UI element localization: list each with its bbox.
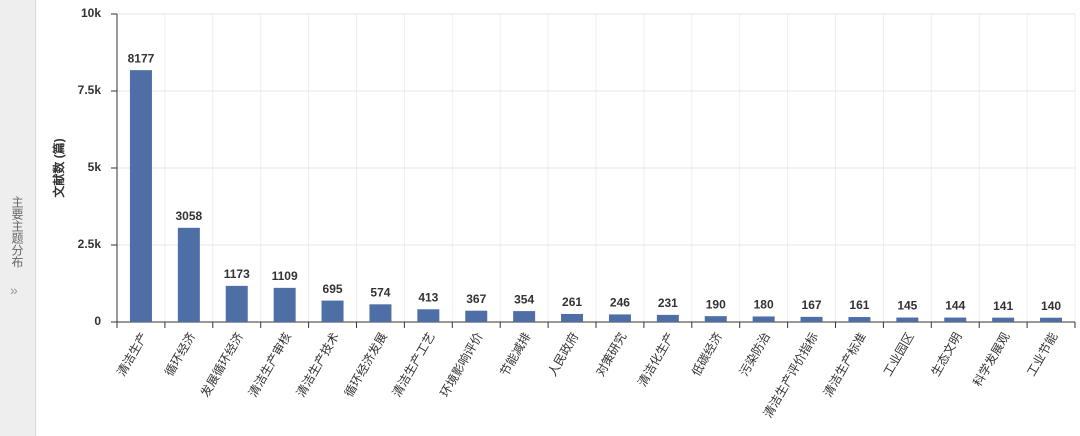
value-label: 145 bbox=[897, 299, 917, 313]
value-label: 190 bbox=[706, 297, 726, 311]
x-tick-label: 清洁生产工艺 bbox=[390, 330, 438, 399]
x-tick-label: 循环经济发展 bbox=[341, 330, 390, 400]
bar bbox=[369, 304, 392, 322]
value-label: 144 bbox=[945, 299, 965, 313]
x-tick-label: 清洁生产技术 bbox=[294, 330, 342, 399]
y-tick-label: 7.5k bbox=[78, 83, 102, 97]
sidebar-toggle[interactable]: » bbox=[10, 282, 18, 298]
bar bbox=[129, 70, 152, 322]
y-tick-label: 2.5k bbox=[78, 237, 102, 251]
bar bbox=[608, 314, 631, 322]
bar bbox=[656, 314, 679, 322]
bar bbox=[896, 317, 919, 322]
x-tick-label: 清洁生产标准 bbox=[821, 330, 869, 399]
value-label: 3058 bbox=[175, 209, 202, 223]
x-tick-label: 清洁生产 bbox=[114, 330, 150, 379]
bar bbox=[465, 310, 488, 322]
bar bbox=[944, 317, 967, 322]
bar bbox=[848, 317, 871, 322]
x-tick-label: 生态文明 bbox=[928, 330, 965, 379]
bar bbox=[225, 285, 248, 322]
y-tick-label: 0 bbox=[94, 314, 101, 328]
x-tick-label: 清洁化生产 bbox=[635, 330, 677, 389]
x-tick-label: 节能减排 bbox=[497, 330, 533, 379]
value-label: 367 bbox=[466, 292, 486, 306]
bar bbox=[752, 316, 775, 322]
value-label: 141 bbox=[993, 299, 1013, 313]
value-label: 413 bbox=[418, 290, 438, 304]
bar bbox=[417, 309, 440, 322]
x-tick-label: 工业节能 bbox=[1024, 330, 1060, 379]
bar bbox=[273, 287, 296, 322]
value-label: 354 bbox=[514, 292, 534, 306]
sidebar-title: 主要主题分布 bbox=[10, 196, 24, 268]
value-label: 574 bbox=[370, 285, 390, 299]
x-tick-label: 人民政府 bbox=[544, 330, 581, 379]
y-axis-label: 文献数 (篇) bbox=[51, 138, 66, 197]
value-label: 246 bbox=[610, 296, 630, 310]
value-label: 231 bbox=[658, 296, 678, 310]
y-tick-label: 5k bbox=[88, 160, 102, 174]
value-label: 180 bbox=[754, 298, 774, 312]
bar bbox=[561, 313, 584, 322]
x-tick-label: 低碳经济 bbox=[688, 330, 725, 379]
value-label: 261 bbox=[562, 295, 582, 309]
bar bbox=[177, 227, 200, 322]
value-label: 167 bbox=[802, 298, 822, 312]
value-label: 161 bbox=[849, 298, 869, 312]
x-tick-label: 清洁生产审核 bbox=[245, 330, 294, 400]
value-label: 1173 bbox=[224, 267, 250, 281]
sidebar[interactable]: 主要主题分布 » bbox=[0, 0, 36, 436]
x-tick-label: 工业园区 bbox=[881, 330, 917, 379]
bar bbox=[321, 300, 344, 322]
y-tick-label: 10k bbox=[81, 6, 101, 20]
x-tick-label: 发展循环经济 bbox=[197, 330, 246, 400]
x-tick-label: 对策研究 bbox=[592, 330, 629, 379]
bar bbox=[800, 316, 823, 322]
value-label: 695 bbox=[323, 282, 343, 296]
bar bbox=[1040, 317, 1063, 322]
bar bbox=[513, 311, 536, 322]
value-label: 8177 bbox=[128, 51, 155, 65]
x-tick-label: 环境影响评价 bbox=[437, 330, 486, 400]
x-tick-label: 污染防治 bbox=[736, 330, 773, 379]
bar bbox=[704, 316, 727, 322]
bar bbox=[992, 317, 1015, 322]
x-tick-label: 循环经济 bbox=[161, 330, 198, 379]
value-label: 140 bbox=[1041, 299, 1061, 313]
x-tick-label: 科学发展观 bbox=[969, 330, 1012, 389]
value-label: 1109 bbox=[272, 269, 298, 283]
